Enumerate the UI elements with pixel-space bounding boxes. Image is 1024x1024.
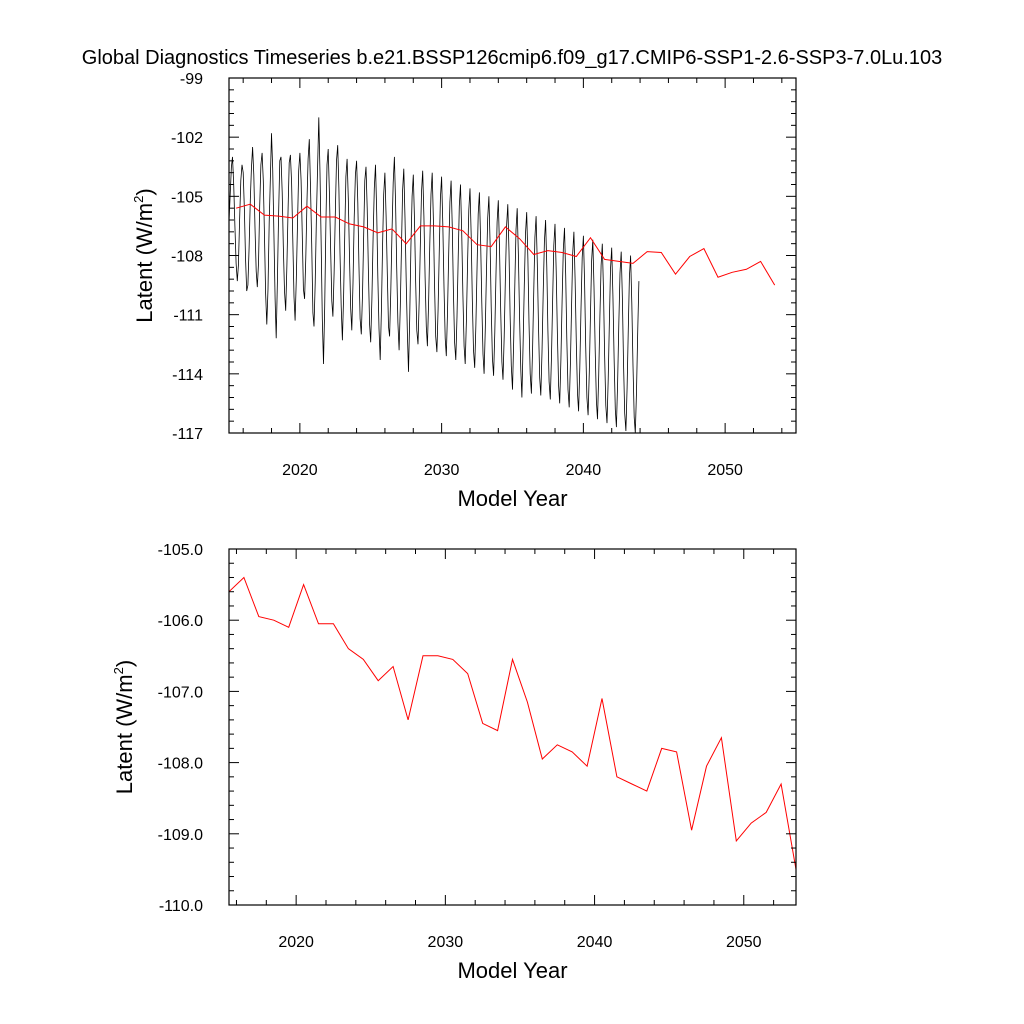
y-axis-label-sup: 2 — [131, 196, 146, 203]
annual-series-line — [229, 576, 796, 870]
y-axis-label-sup: 2 — [111, 667, 126, 674]
y-tick-label: -105.0 — [158, 542, 203, 559]
y-tick-label: -111 — [173, 308, 203, 325]
y-tick-label: -105 — [171, 189, 203, 206]
x-tick-label: 2030 — [424, 462, 460, 479]
y-tick-label: -108.0 — [158, 756, 203, 773]
y-axis-label-tail: ) — [132, 188, 157, 195]
x-tick-label: 2030 — [428, 934, 464, 951]
y-tick-label: -102 — [171, 130, 203, 147]
y-axis-label-main: Latent (W/m — [112, 674, 137, 794]
figure-title: Global Diagnostics Timeseries b.e21.BSSP… — [82, 47, 942, 69]
bottom-panel: 2020 2030 2040 2050 -110.0 -109.0 -108.0 -107.0… — [111, 542, 797, 983]
y-tick-label: -117 — [172, 426, 203, 443]
x-tick-label: 2020 — [278, 934, 314, 951]
x-tick-label: 2050 — [707, 462, 743, 479]
y-tick-label: -99 — [180, 71, 203, 88]
plot-frame — [228, 548, 797, 906]
y-axis-label-tail: ) — [112, 660, 137, 667]
x-tick-label: 2040 — [566, 462, 602, 479]
y-tick-label: -107.0 — [158, 684, 203, 701]
y-axis-label: Latent (W/m2) — [131, 188, 157, 322]
top-panel: 2020 2030 2040 2050 -117 -114 -111 -108 -105 -102… — [131, 71, 797, 511]
y-tick-label: -108 — [171, 249, 203, 266]
y-axis-label: Latent (W/m2) — [111, 660, 137, 794]
x-tick-label: 2050 — [726, 934, 762, 951]
y-tick-label: -114 — [172, 367, 203, 384]
x-tick-label: 2040 — [577, 934, 613, 951]
x-axis-label: Model Year — [457, 958, 567, 983]
monthly-series-line — [229, 117, 640, 433]
x-tick-label: 2020 — [282, 462, 318, 479]
y-tick-label: -110.0 — [159, 898, 203, 915]
y-tick-label: -106.0 — [158, 613, 203, 630]
x-axis-label: Model Year — [457, 486, 567, 511]
y-axis-label-main: Latent (W/m — [132, 203, 157, 323]
annual-series-line — [235, 203, 776, 286]
y-tick-label: -109.0 — [158, 827, 203, 844]
